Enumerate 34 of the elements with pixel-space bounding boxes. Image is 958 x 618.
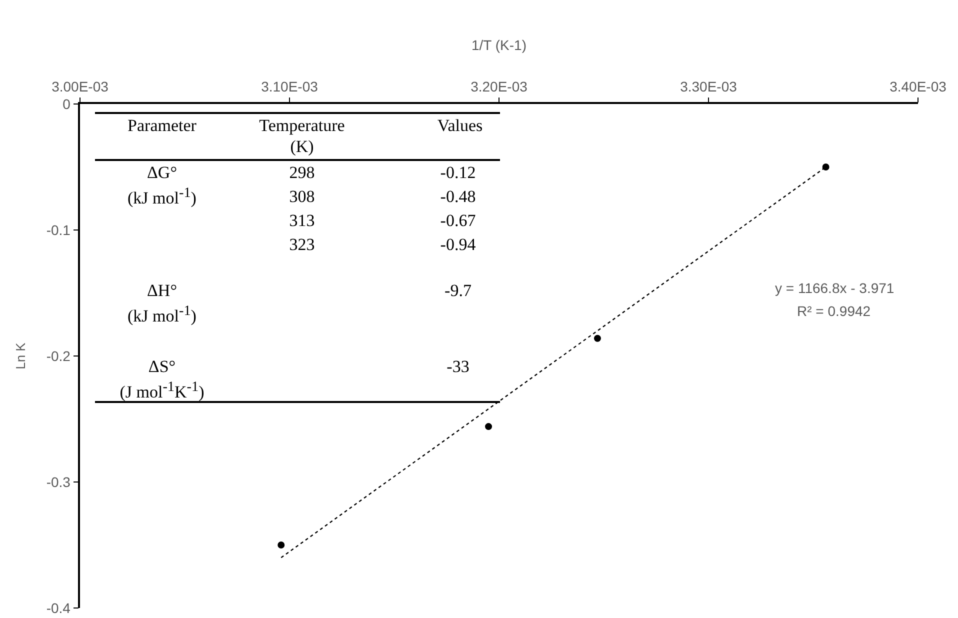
annotation: 323 xyxy=(288,234,316,255)
x-axis-title: 1/T (K-1) xyxy=(472,36,526,53)
annotation: ΔG° (kJ mol$^{-1}$) xyxy=(126,162,198,209)
annotation: -0.94 xyxy=(439,234,477,255)
annotation: Temperature (K) xyxy=(258,115,346,157)
annotation: y = 1166.8x - 3.971 xyxy=(775,280,894,296)
annotation: -0.67 xyxy=(439,210,477,231)
annotation: 298 xyxy=(288,162,316,183)
x-tick-label: 3.40E-03 xyxy=(890,78,947,95)
y-tick-label: 0 xyxy=(62,96,71,112)
annotation: 313 xyxy=(288,210,316,231)
annotation: ΔS° (J mol$^{-1}$K$^{-1}$) xyxy=(118,356,206,403)
point xyxy=(485,423,492,430)
annotation: -0.48 xyxy=(439,186,477,207)
point xyxy=(594,334,601,342)
annotation: -0.12 xyxy=(439,162,477,183)
y-tick-label: -0.2 xyxy=(46,348,71,364)
annotation: Parameter xyxy=(126,115,198,136)
annotation: 308 xyxy=(288,186,316,207)
point xyxy=(278,542,285,548)
x-tick-label: 3.00E-03 xyxy=(52,78,109,95)
point xyxy=(822,164,830,170)
y-axis-title: Ln K xyxy=(12,342,28,370)
y-tick-label: -0.3 xyxy=(46,474,71,490)
annotation: R² = 0.9942 xyxy=(797,303,871,319)
x-tick-label: 3.20E-03 xyxy=(470,78,528,95)
annotation: Values xyxy=(436,115,484,136)
x-tick-label: 3.30E-03 xyxy=(680,78,738,95)
annotation: -9.7 xyxy=(444,280,472,301)
y-tick-label: -0.1 xyxy=(46,222,71,238)
x-tick-label: 3.10E-03 xyxy=(261,78,318,95)
annotation: ΔH° (kJ mol$^{-1}$) xyxy=(126,280,198,327)
annotation: -33 xyxy=(446,356,470,377)
y-tick-label: -0.4 xyxy=(46,600,71,616)
